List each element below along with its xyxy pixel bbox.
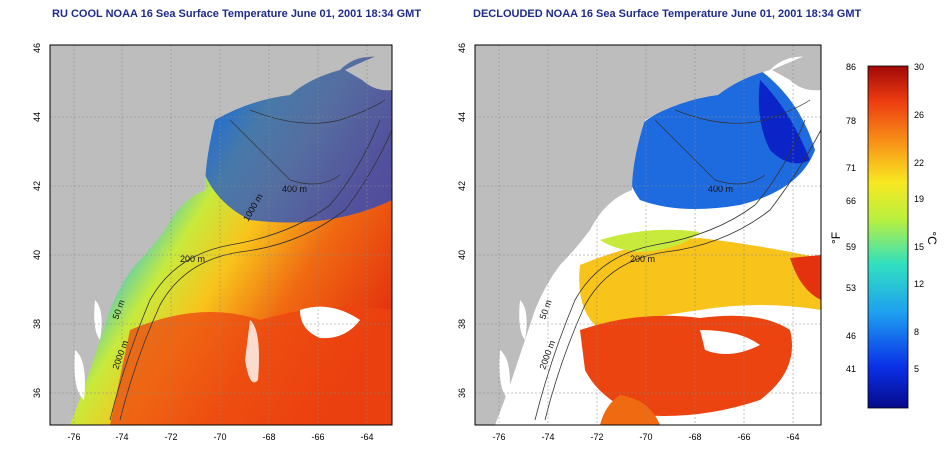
lat-tick: 38 bbox=[457, 319, 467, 329]
lat-tick: 40 bbox=[32, 250, 42, 260]
contour-label: 200 m bbox=[630, 254, 655, 264]
lat-tick: 44 bbox=[32, 112, 42, 122]
contour-line bbox=[534, 119, 806, 421]
contour-line bbox=[229, 119, 341, 185]
left-map-frame bbox=[49, 44, 393, 426]
contour-line bbox=[674, 99, 811, 124]
land-mass bbox=[50, 45, 392, 425]
lon-tick: -72 bbox=[164, 432, 177, 442]
lat-tick: 40 bbox=[457, 250, 467, 260]
gridlines bbox=[475, 45, 821, 425]
bay bbox=[499, 350, 510, 400]
contour-line bbox=[544, 129, 821, 421]
c-tick: 15 bbox=[914, 242, 924, 252]
c-tick: 30 bbox=[914, 62, 924, 72]
left-map: 200 m 400 m 1000 m 50 m 2000 m bbox=[50, 45, 392, 425]
lon-tick: -68 bbox=[262, 432, 275, 442]
land-mass bbox=[345, 50, 392, 91]
lon-tick: -74 bbox=[541, 432, 554, 442]
warm-water-region bbox=[600, 395, 660, 425]
lon-tick: -68 bbox=[688, 432, 701, 442]
f-tick: 86 bbox=[846, 62, 856, 72]
land-mass bbox=[475, 45, 821, 425]
lon-tick: -76 bbox=[67, 432, 80, 442]
f-tick: 59 bbox=[846, 242, 856, 252]
c-tick: 19 bbox=[914, 194, 924, 204]
lon-tick: -64 bbox=[786, 432, 799, 442]
f-tick: 78 bbox=[846, 116, 856, 126]
contour-line bbox=[119, 129, 392, 421]
contour-label: 400 m bbox=[282, 184, 307, 194]
cloud-patch bbox=[700, 330, 760, 354]
contour-line bbox=[654, 119, 766, 185]
f-tick: 66 bbox=[846, 196, 856, 206]
c-tick: 12 bbox=[914, 279, 924, 289]
right-map-frame bbox=[474, 44, 822, 426]
colorbar-gradient bbox=[867, 65, 909, 409]
right-map: 200 m 400 m 50 m 2000 m bbox=[475, 45, 821, 425]
colorbar-f-ticks: 86 78 71 66 59 53 46 41 bbox=[846, 62, 856, 374]
celsius-label: °C bbox=[925, 231, 939, 245]
lat-tick: 46 bbox=[457, 43, 467, 53]
lon-tick: -66 bbox=[311, 432, 324, 442]
right-panel-title: DECLOUDED NOAA 16 Sea Surface Temperatur… bbox=[473, 8, 862, 20]
lon-tick: -70 bbox=[213, 432, 226, 442]
f-tick: 46 bbox=[846, 331, 856, 341]
lon-tick: -72 bbox=[590, 432, 603, 442]
f-tick: 53 bbox=[846, 283, 856, 293]
lat-tick: 44 bbox=[457, 112, 467, 122]
lat-tick: 36 bbox=[32, 388, 42, 398]
contour-label: 400 m bbox=[708, 184, 733, 194]
gridlines bbox=[50, 45, 392, 425]
lon-tick: -66 bbox=[737, 432, 750, 442]
gulf-stream-region bbox=[790, 255, 821, 300]
c-tick: 26 bbox=[914, 110, 924, 120]
lon-tick: -70 bbox=[639, 432, 652, 442]
fahrenheit-label: °F bbox=[829, 232, 843, 244]
cloud-patch bbox=[300, 306, 360, 339]
contour-line bbox=[249, 99, 386, 124]
right-y-axis: 36 38 40 42 44 46 bbox=[457, 43, 467, 398]
lat-tick: 36 bbox=[457, 388, 467, 398]
contour-line bbox=[109, 119, 381, 421]
lat-tick: 42 bbox=[32, 181, 42, 191]
f-tick: 41 bbox=[846, 364, 856, 374]
bay bbox=[74, 350, 85, 400]
lon-tick: -64 bbox=[360, 432, 373, 442]
cloud-patch bbox=[245, 320, 259, 383]
lon-tick: -76 bbox=[492, 432, 505, 442]
lat-tick: 38 bbox=[32, 319, 42, 329]
cold-water-region bbox=[758, 80, 810, 164]
c-tick: 8 bbox=[914, 327, 919, 337]
colorbar-c-ticks: 30 26 22 19 15 12 8 5 bbox=[914, 62, 924, 374]
lon-tick: -74 bbox=[115, 432, 128, 442]
left-panel-title: RU COOL NOAA 16 Sea Surface Temperature … bbox=[52, 8, 422, 20]
contour-label: 200 m bbox=[180, 254, 205, 264]
shelf-water-region bbox=[600, 229, 700, 252]
lat-tick: 46 bbox=[32, 43, 42, 53]
lat-tick: 42 bbox=[457, 181, 467, 191]
bay bbox=[94, 300, 102, 340]
left-y-axis: 36 38 40 42 44 46 bbox=[32, 43, 42, 398]
c-tick: 5 bbox=[914, 364, 919, 374]
colorbar: 86 78 71 66 59 53 46 41 30 26 22 19 15 1… bbox=[829, 62, 939, 409]
left-x-axis: -76 -74 -72 -70 -68 -66 -64 bbox=[67, 432, 373, 442]
warm-water-region bbox=[579, 238, 821, 330]
land-mass bbox=[772, 50, 821, 91]
f-tick: 71 bbox=[846, 163, 856, 173]
c-tick: 22 bbox=[914, 158, 924, 168]
right-x-axis: -76 -74 -72 -70 -68 -66 -64 bbox=[492, 432, 799, 442]
bay bbox=[519, 300, 527, 340]
